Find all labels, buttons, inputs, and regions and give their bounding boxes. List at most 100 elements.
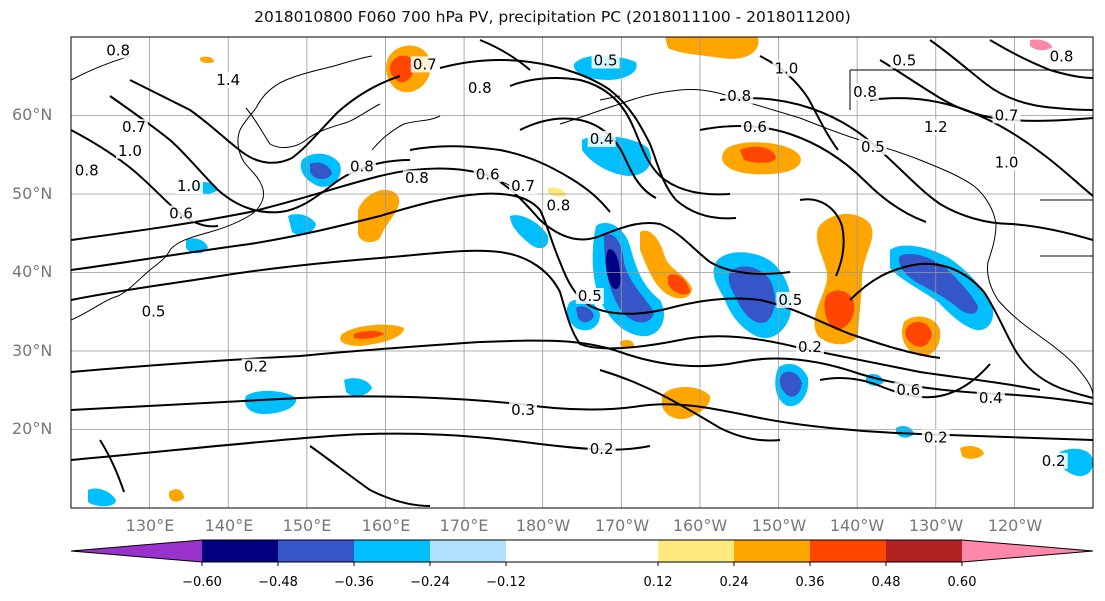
contour-label: 0.6: [169, 205, 193, 223]
colorbar-segment: [810, 540, 887, 562]
contour-label: 0.3: [511, 401, 535, 419]
contour-label: 0.8: [468, 79, 492, 97]
contour-label: 0.2: [1042, 452, 1066, 470]
contour-label: 0.5: [892, 51, 916, 69]
colorbar-tick-label: −0.24: [410, 575, 450, 590]
map-frame: [70, 36, 1094, 509]
lat-label-40n: 40°N: [12, 262, 52, 281]
contour-label-background: [587, 130, 616, 147]
lon-label-170e: 170°E: [440, 516, 489, 535]
contour-label-background: [347, 158, 376, 175]
lat-label-50n: 50°N: [12, 184, 52, 203]
contour-label-background: [119, 119, 148, 136]
lon-label-120w: 120°W: [988, 516, 1043, 535]
contour-label-background: [465, 79, 494, 96]
contour-label: 0.8: [546, 197, 570, 215]
contour-label: 0.8: [727, 87, 751, 105]
contour-label-background: [921, 119, 950, 136]
lat-label-60n: 60°N: [12, 105, 52, 124]
colorbar-segment: [202, 540, 279, 562]
contour-label: 0.5: [578, 287, 602, 305]
contour-label: 0.8: [75, 161, 99, 179]
contour-label: 0.5: [594, 51, 618, 69]
colorbar-tick-label: −0.36: [334, 575, 374, 590]
lat-label-30n: 30°N: [12, 341, 52, 360]
contour-label-background: [795, 339, 824, 355]
lon-label-150w: 150°W: [752, 516, 807, 535]
contour-label: 0.5: [778, 291, 802, 309]
contour-label-background: [115, 142, 144, 159]
contour-label: 0.7: [413, 55, 437, 73]
contour-label: 0.8: [350, 157, 374, 175]
contour-label-background: [139, 303, 168, 320]
lon-label-170w: 170°W: [595, 516, 650, 535]
contour-label-background: [473, 166, 502, 183]
contour-label: 0.2: [798, 338, 822, 356]
colorbar-segment: [506, 540, 583, 562]
map-title: 2018010800 F060 700 hPa PV, precipitatio…: [254, 8, 851, 26]
colorbar-segment: [430, 540, 507, 562]
contour-label-background: [410, 56, 439, 73]
lon-label-150e: 150°E: [283, 516, 332, 535]
colorbar-tick-label: 0.60: [948, 575, 977, 590]
contour-label-background: [167, 205, 196, 222]
contour-label: 0.7: [122, 118, 146, 136]
contour-label-background: [992, 154, 1021, 171]
contour-label: 0.5: [142, 303, 166, 321]
contour-label-background: [104, 42, 133, 59]
colorbar-extend-low: [71, 540, 202, 562]
contour-label: 0.5: [861, 138, 885, 156]
contour-label-background: [894, 382, 923, 399]
latitude-labels: 60°N 50°N 40°N 30°N 20°N: [12, 105, 52, 438]
contour-label: 0.2: [590, 440, 614, 458]
contour-label-background: [544, 197, 573, 214]
contour-label: 1.2: [924, 118, 948, 136]
longitude-labels: 130°E 140°E 150°E 160°E 170°E 180°W 170°…: [126, 516, 1043, 535]
contour-label: 1.0: [995, 154, 1019, 172]
lon-label-180w: 180°W: [516, 516, 571, 535]
contour-label: 1.0: [177, 177, 201, 195]
contour-label: 0.8: [106, 41, 130, 59]
contour-label-group: 0.8 1.4 0.7 0.8 1.0 1.0 0.6 0.8 0.8 0.7 0.8 0.5 0.4 0…: [72, 41, 1076, 470]
colorbar-segment: [734, 540, 811, 562]
contour-label-background: [1039, 452, 1068, 469]
contour-label: 0.4: [979, 389, 1003, 407]
contour-label: 0.8: [853, 83, 877, 101]
colorbar-segment: [886, 540, 963, 562]
contour-label: 0.6: [476, 165, 500, 183]
contour-label: 0.7: [511, 177, 535, 195]
contour-label: 0.2: [924, 428, 948, 446]
contour-label-background: [772, 60, 801, 77]
contour-label: 0.4: [590, 130, 614, 148]
contour-label: 1.4: [216, 71, 240, 89]
colorbar-tick-label: 0.12: [644, 575, 673, 590]
colorbar-segment: [278, 540, 355, 562]
lon-label-160e: 160°E: [362, 516, 411, 535]
contour-label-background: [402, 170, 431, 187]
colorbar-tick-label: −0.12: [486, 575, 526, 590]
contour-label-background: [241, 358, 270, 375]
contour-label: 0.8: [405, 169, 429, 187]
contour-label: 0.8: [1050, 48, 1074, 66]
contour-label-background: [587, 441, 616, 458]
contour-label: 0.6: [743, 118, 767, 136]
pv-contour-lines: [71, 39, 1093, 507]
contour-label-background: [174, 178, 203, 195]
contour-label-background: [591, 52, 620, 69]
colorbar-segments: [71, 540, 1093, 562]
contour-label-background: [509, 178, 538, 195]
lon-label-160w: 160°W: [673, 516, 728, 535]
colorbar-tick-label: 0.48: [872, 575, 901, 590]
contour-label-background: [976, 390, 1005, 407]
contour-label: 0.2: [244, 358, 268, 376]
colorbar-segment: [354, 540, 431, 562]
contour-label-background: [509, 401, 538, 418]
colorbar-tick-label: 0.24: [720, 575, 749, 590]
lon-label-140w: 140°W: [830, 516, 885, 535]
contour-label-background: [776, 291, 805, 308]
colorbar-segment: [658, 540, 735, 562]
colorbar-segment: [582, 540, 659, 562]
contour-label-background: [72, 162, 101, 179]
colorbar-tick-label: −0.60: [182, 575, 222, 590]
